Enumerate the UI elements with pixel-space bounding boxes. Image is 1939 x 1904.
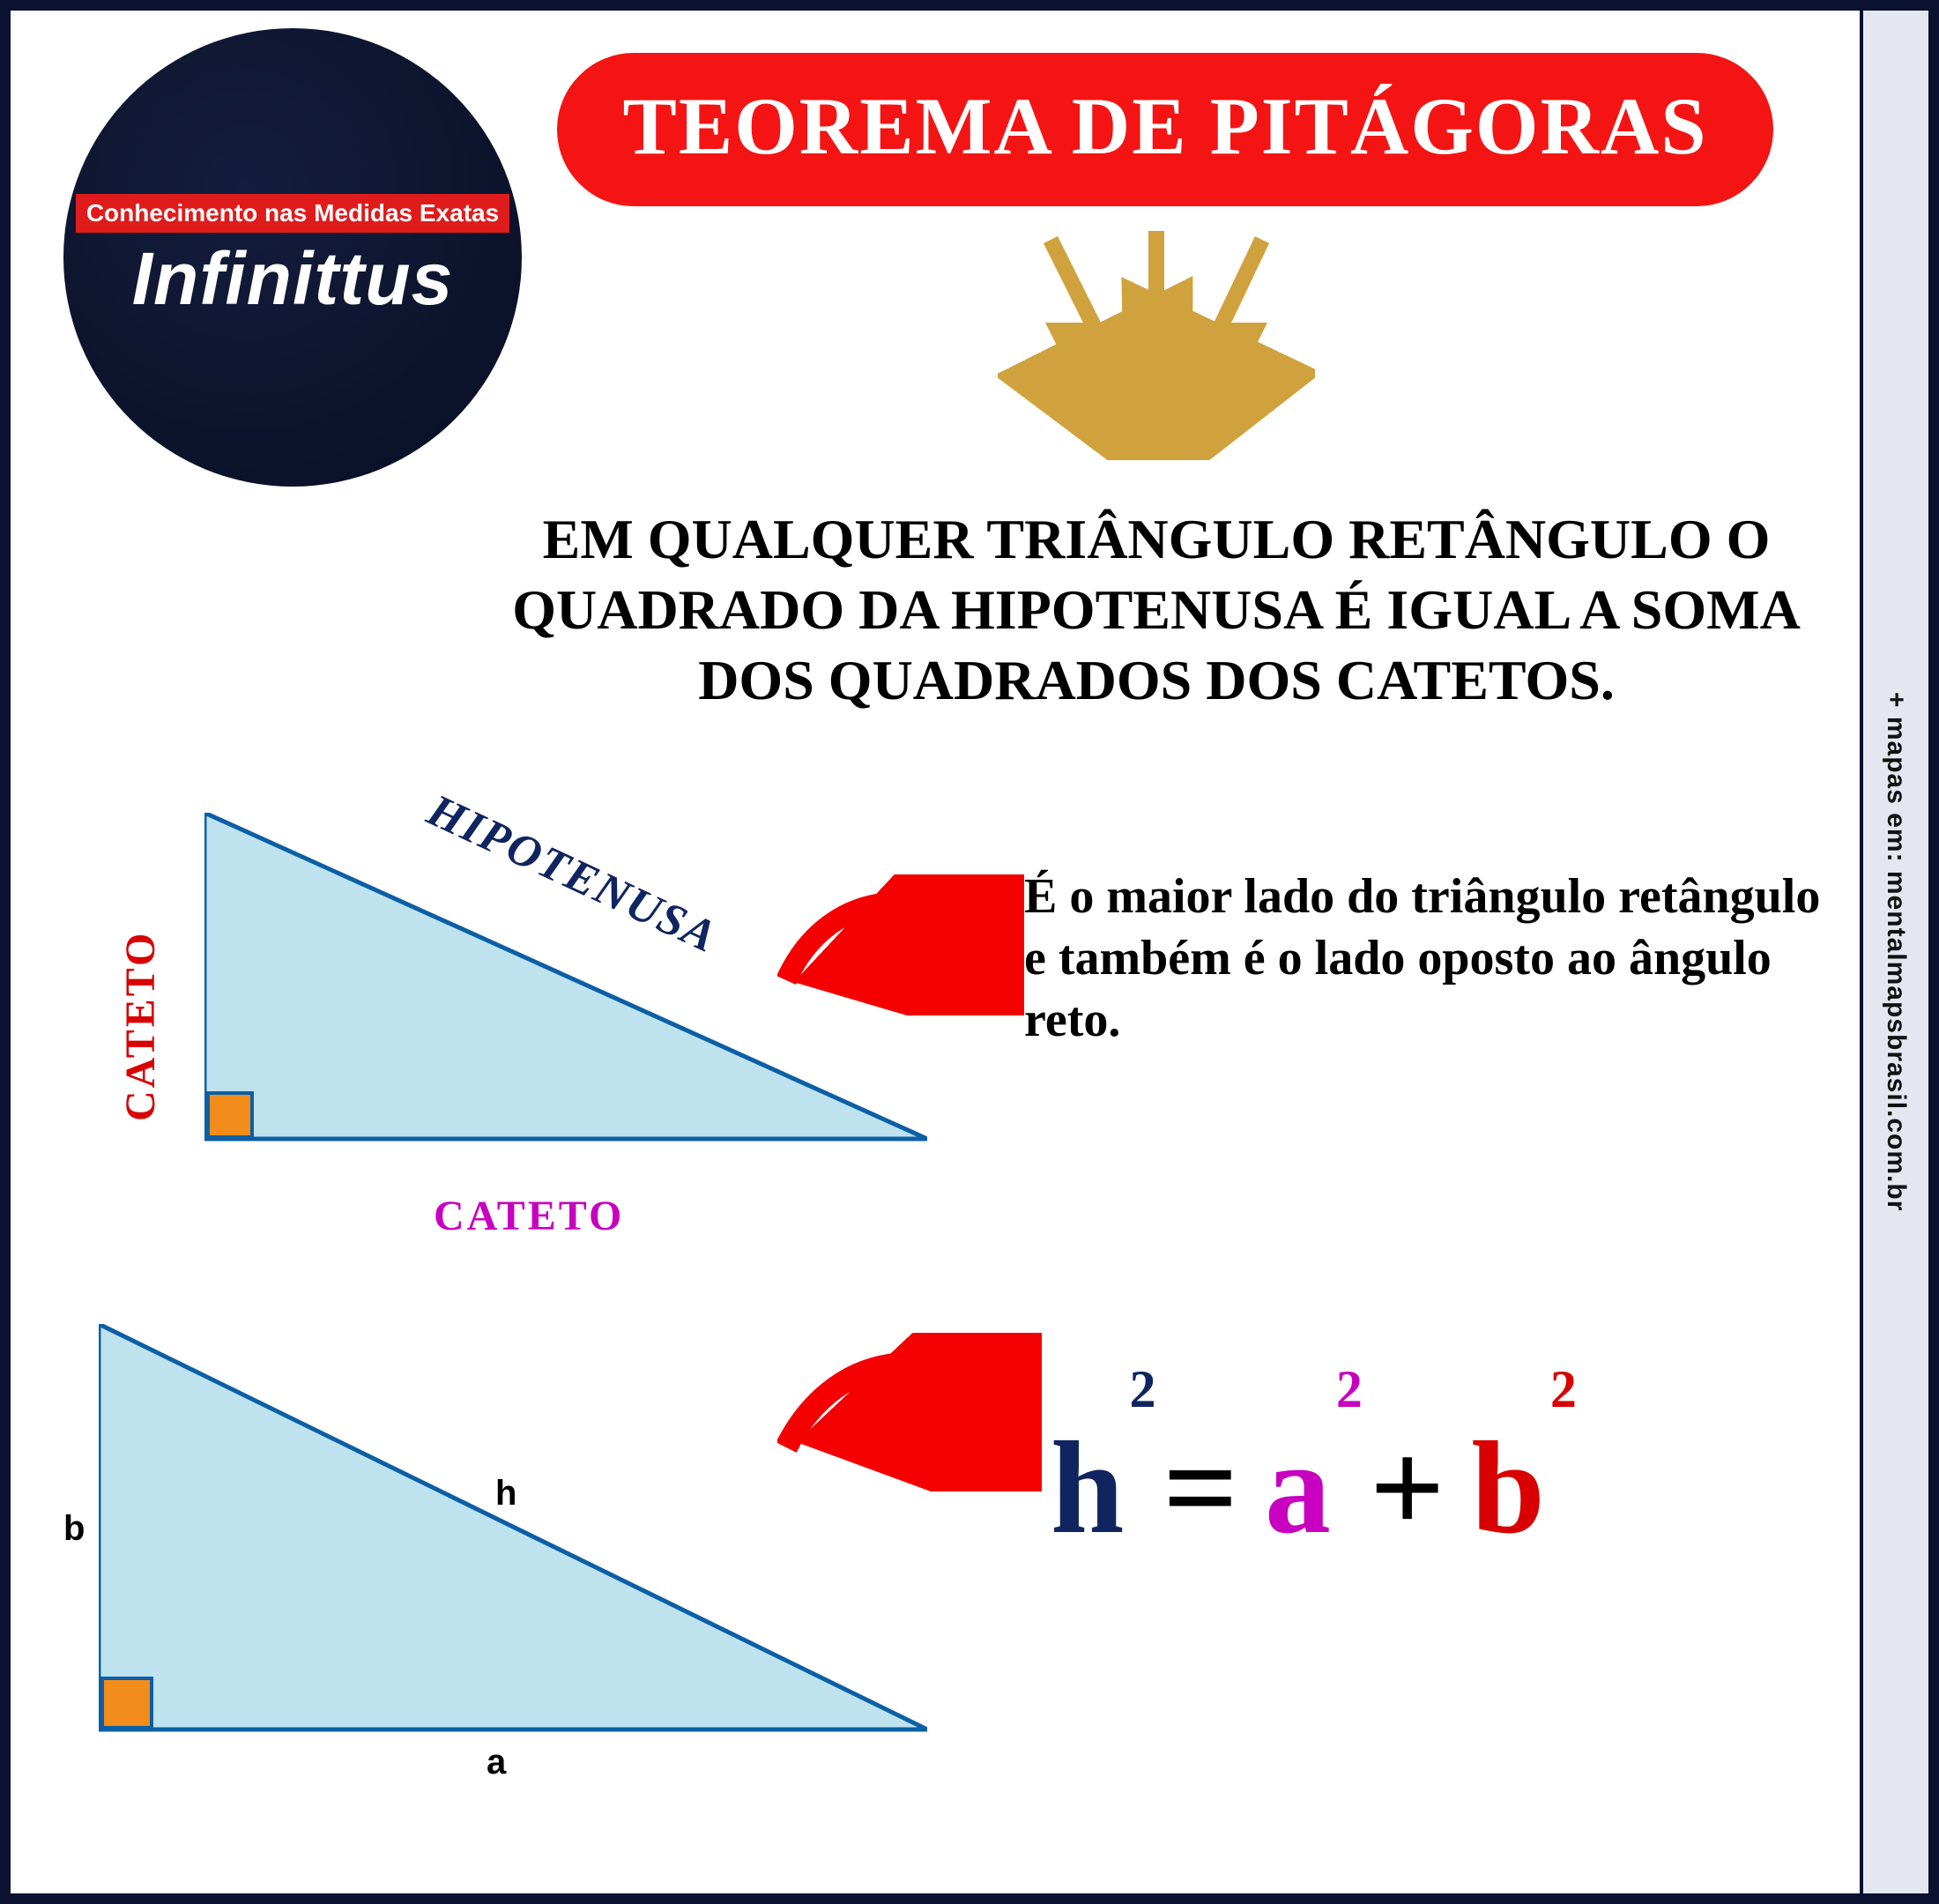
sidebar-text: + mapas em: mentalmapsbrasil.com.br — [1881, 692, 1911, 1211]
formula-b-sup: 2 — [1550, 1359, 1577, 1420]
formula-a: a 2 — [1265, 1412, 1331, 1564]
formula-b: b 2 — [1471, 1412, 1544, 1564]
formula-plus: + — [1370, 1412, 1445, 1564]
side-b-label: b — [63, 1509, 85, 1549]
frame: Conhecimento nas Medidas Exatas Infinitt… — [0, 0, 1939, 1904]
logo-circle: Conhecimento nas Medidas Exatas Infinitt… — [63, 28, 522, 487]
definition-text: É o maior lado do triângulo retângulo e … — [1024, 866, 1835, 1051]
arrows-down-icon — [998, 231, 1315, 460]
formula-a-base: a — [1265, 1415, 1331, 1561]
side-h-label: h — [495, 1474, 516, 1514]
curved-arrow-1-icon — [777, 874, 1024, 1015]
formula: h 2 = a 2 + b 2 — [1051, 1412, 1545, 1564]
formula-h: h 2 — [1051, 1412, 1124, 1564]
logo-tagline: Conhecimento nas Medidas Exatas — [76, 194, 509, 233]
logo-name: Infinittus — [132, 236, 454, 322]
content-area: Conhecimento nas Medidas Exatas Infinitt… — [11, 11, 1856, 1893]
formula-a-sup: 2 — [1336, 1359, 1363, 1420]
formula-b-base: b — [1471, 1415, 1544, 1561]
formula-h-base: h — [1051, 1415, 1124, 1561]
title-pill: TEOREMA DE PITÁGORAS — [557, 53, 1773, 206]
triangle-1-block: CATETO HIPOTENUSA CATETO — [99, 813, 962, 1218]
cateto-vertical-label: CATETO — [116, 931, 165, 1121]
formula-eq: = — [1163, 1412, 1237, 1564]
cateto-horizontal-label: CATETO — [434, 1192, 624, 1240]
side-a-label: a — [487, 1743, 506, 1782]
theorem-text: EM QUALQUER TRIÂNGULO RETÂNGULO O QUADRA… — [487, 504, 1826, 716]
sidebar-strip: + mapas em: mentalmapsbrasil.com.br — [1860, 11, 1928, 1893]
curved-arrow-2-icon — [777, 1333, 1042, 1491]
formula-h-sup: 2 — [1129, 1359, 1155, 1420]
